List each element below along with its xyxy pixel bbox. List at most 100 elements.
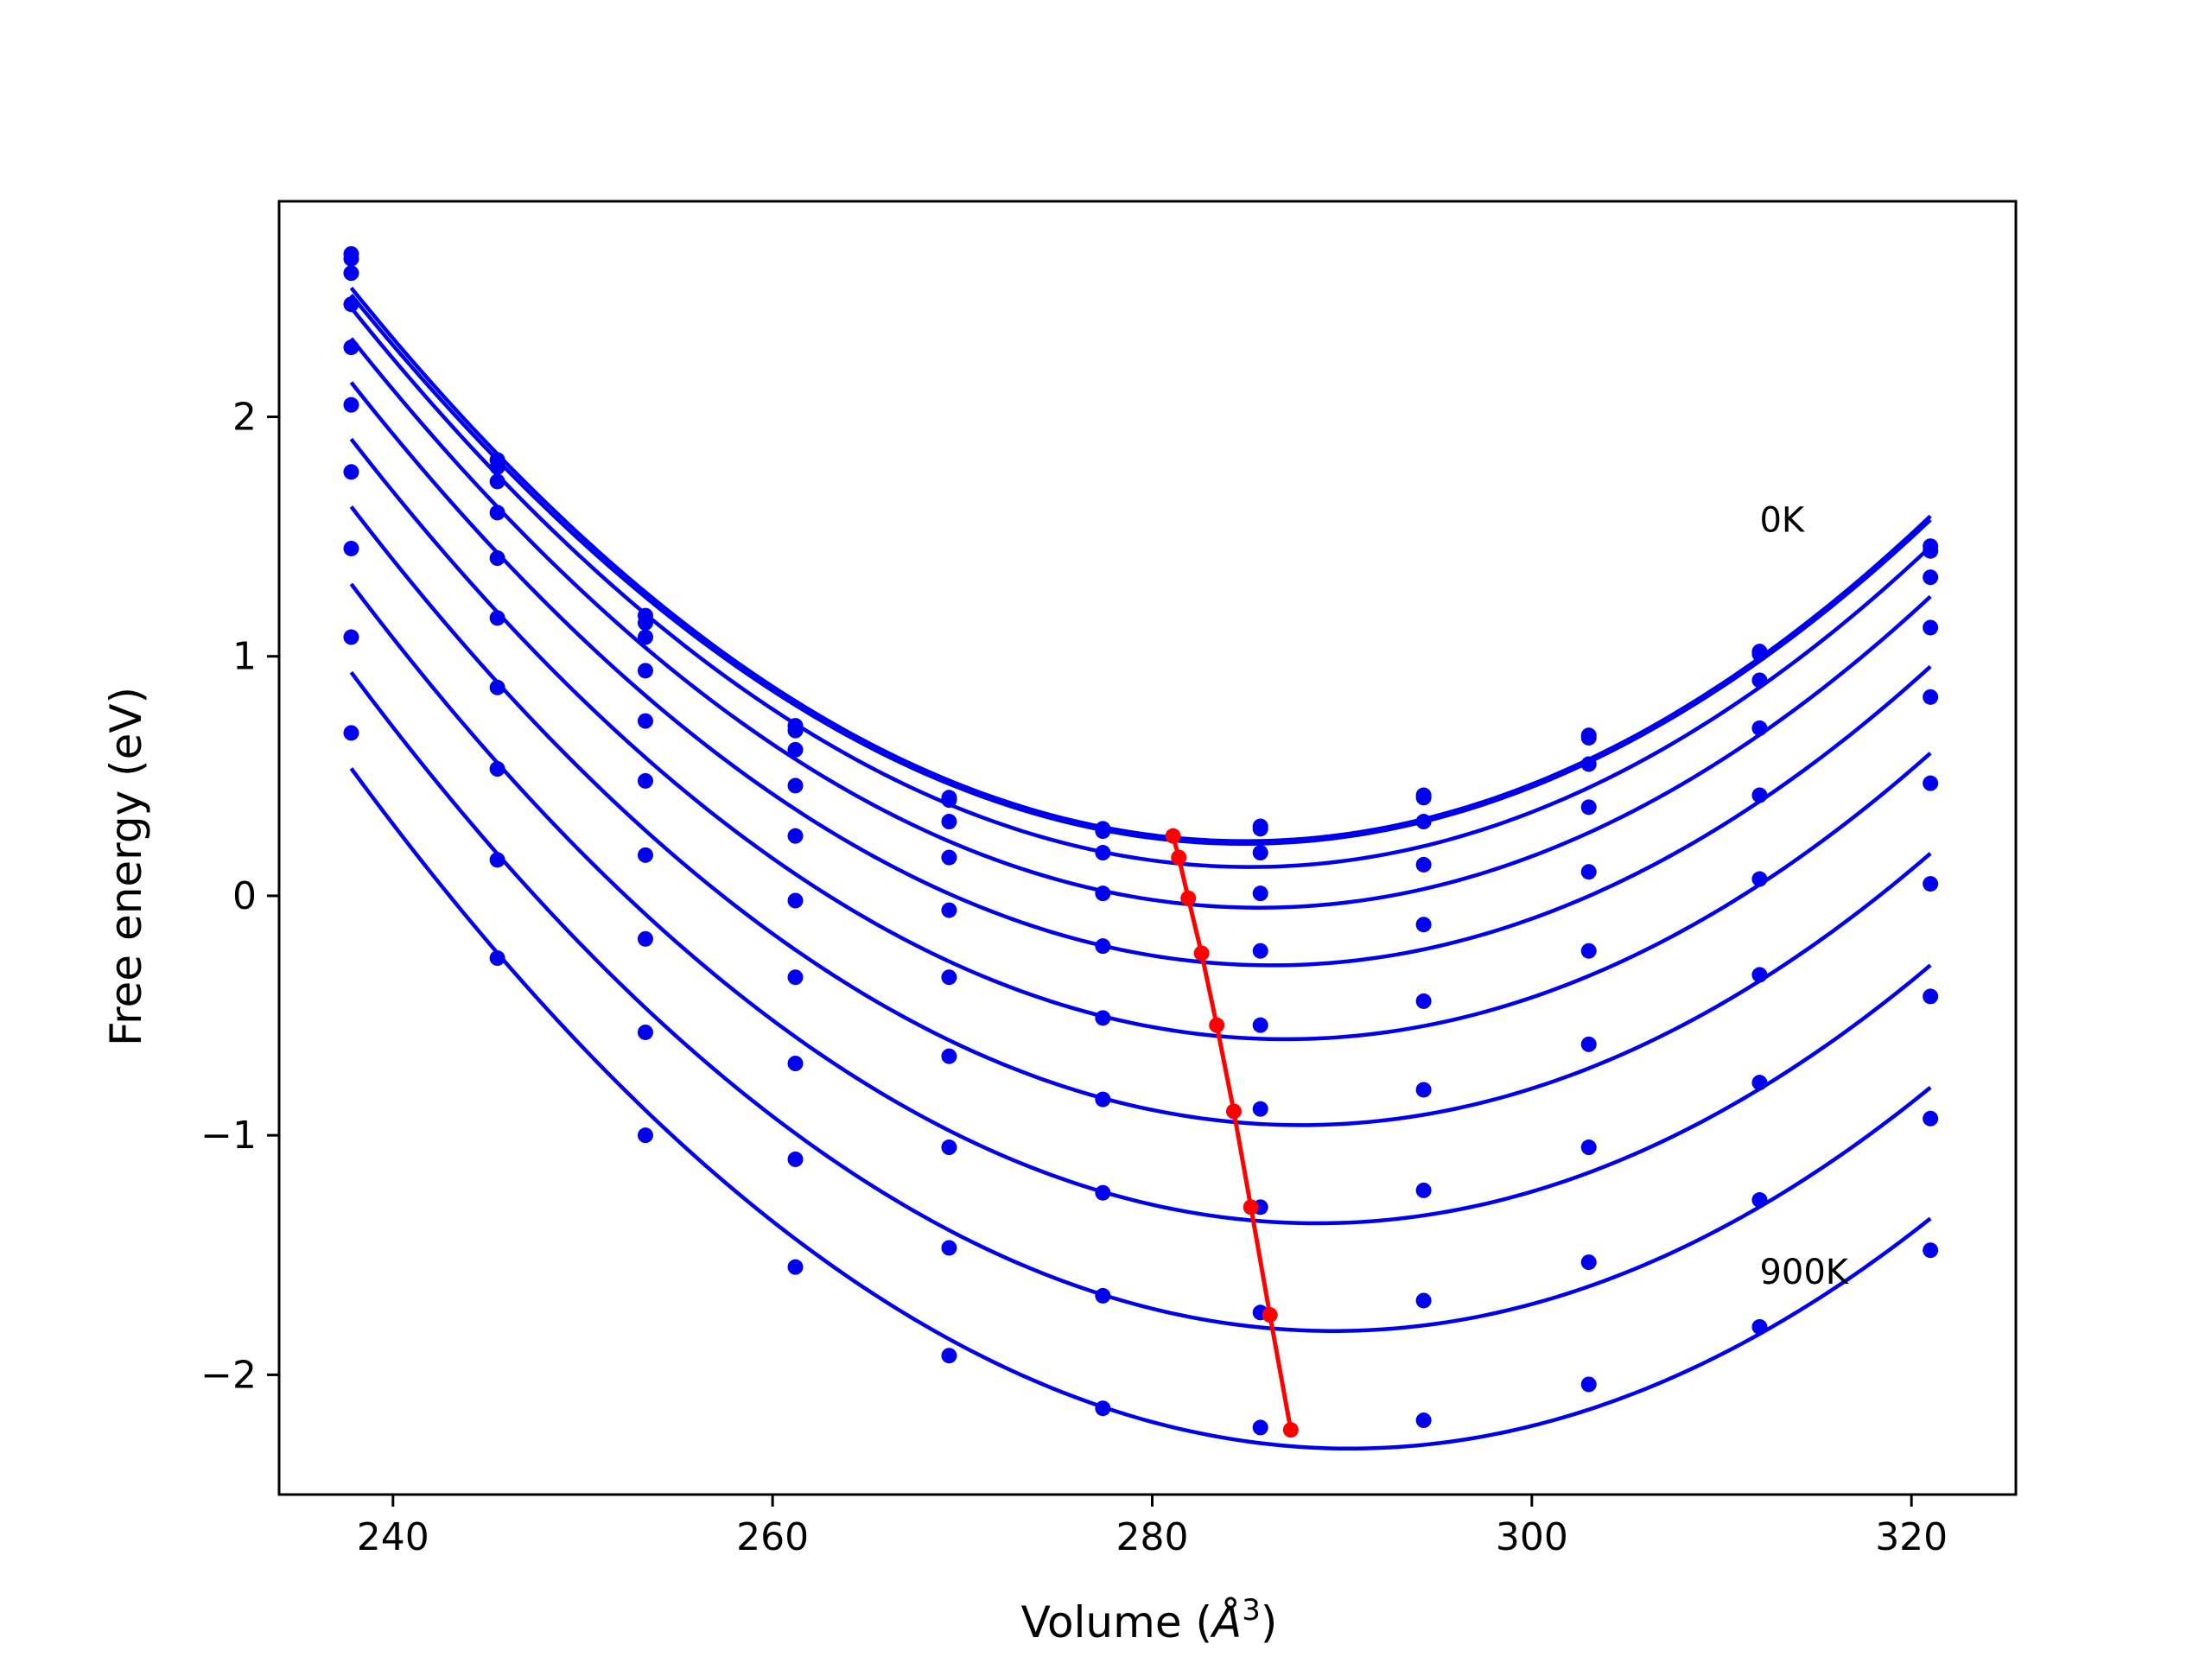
series-5-point-5 xyxy=(1095,1010,1111,1026)
series-7-point-1 xyxy=(489,761,505,778)
series-2-point-0 xyxy=(343,265,359,282)
series-4-point-4 xyxy=(941,902,957,918)
series-7-point-3 xyxy=(787,1056,804,1071)
series-2-point-5 xyxy=(1095,845,1111,861)
series-2-point-6 xyxy=(1252,845,1268,861)
series-3-point-9 xyxy=(1751,720,1768,736)
series-1-line xyxy=(349,294,1932,846)
minima-point-2 xyxy=(1180,890,1197,906)
series-4-point-5 xyxy=(1095,938,1111,955)
y-tick-label-0: −2 xyxy=(200,1353,257,1397)
series-4-point-1 xyxy=(489,550,505,567)
series-5-point-8 xyxy=(1580,943,1597,959)
series-6-point-10 xyxy=(1923,876,1939,892)
series-4-point-0 xyxy=(343,340,359,356)
series-9-point-4 xyxy=(941,1348,957,1364)
series-5-line xyxy=(349,437,1932,1042)
series-2-point-7 xyxy=(1415,814,1432,830)
series-3-point-8 xyxy=(1580,799,1597,816)
x-tick-label-4: 320 xyxy=(1875,1515,1948,1559)
series-4-point-10 xyxy=(1923,689,1939,705)
series-8-point-9 xyxy=(1751,1192,1768,1209)
series-3-point-1 xyxy=(489,505,505,521)
x-axis-label-close: ) xyxy=(1261,1597,1278,1647)
series-6-point-9 xyxy=(1751,967,1768,983)
series-3-line xyxy=(349,337,1932,910)
series-2-point-1 xyxy=(489,473,505,490)
curves-layer xyxy=(343,245,1939,1451)
series-4-point-6 xyxy=(1252,943,1268,959)
series-4-point-2 xyxy=(637,713,653,729)
series-7-point-10 xyxy=(1923,988,1939,1005)
series-6-point-0 xyxy=(343,464,359,480)
series-4-line xyxy=(349,381,1932,968)
series-8-point-2 xyxy=(637,1024,653,1040)
series-7-point-2 xyxy=(637,930,653,947)
series-3-point-2 xyxy=(637,663,653,679)
minima-layer xyxy=(1165,828,1299,1438)
series-9-point-3 xyxy=(787,1259,804,1275)
series-5-point-7 xyxy=(1415,993,1432,1009)
series-5-point-1 xyxy=(489,610,505,626)
series-8-point-1 xyxy=(489,852,505,868)
minima-point-5 xyxy=(1225,1103,1242,1120)
series-9-point-2 xyxy=(637,1127,653,1144)
series-3-point-0 xyxy=(343,296,359,313)
series-2-line xyxy=(349,306,1932,869)
y-tick-label-2: 0 xyxy=(232,874,257,918)
series-7-point-5 xyxy=(1095,1184,1111,1201)
x-tick-label-0: 240 xyxy=(357,1515,429,1559)
series-4-point-9 xyxy=(1751,787,1768,803)
x-tick-label-3: 300 xyxy=(1496,1515,1568,1559)
annotation-1: 900K xyxy=(1759,1253,1849,1292)
series-7 xyxy=(343,540,1939,1226)
series-6-line xyxy=(349,505,1932,1127)
series-8-line xyxy=(349,670,1932,1333)
annotation-0: 0K xyxy=(1759,501,1805,541)
series-9-point-1 xyxy=(489,950,505,967)
series-9-point-10 xyxy=(1923,1242,1939,1259)
series-6-point-8 xyxy=(1580,1036,1597,1052)
series-9-point-8 xyxy=(1580,1376,1597,1393)
series-6-point-1 xyxy=(489,679,505,695)
series-7-line xyxy=(349,582,1932,1226)
series-2-point-3 xyxy=(787,741,804,758)
x-tick-label-1: 260 xyxy=(736,1515,809,1559)
annotations-layer: 0K 900K xyxy=(1759,501,1849,1292)
series-4-point-7 xyxy=(1415,917,1432,933)
series-2-point-2 xyxy=(637,629,653,645)
minima-point-8 xyxy=(1282,1422,1299,1438)
series-1-point-10 xyxy=(1923,543,1939,559)
series-1-point-6 xyxy=(1252,821,1268,837)
x-axis-label-main: Volume ( xyxy=(1021,1597,1212,1647)
series-5 xyxy=(343,397,1939,1042)
series-1-point-7 xyxy=(1415,790,1432,806)
series-6-point-2 xyxy=(637,847,653,863)
series-8-point-5 xyxy=(1095,1287,1111,1304)
series-6-point-4 xyxy=(941,1048,957,1064)
y-tick-label-1: −1 xyxy=(200,1114,257,1158)
series-8 xyxy=(343,629,1939,1333)
series-3-point-10 xyxy=(1923,619,1939,636)
series-4-point-8 xyxy=(1580,864,1597,880)
series-1-point-8 xyxy=(1580,729,1597,746)
series-8-point-7 xyxy=(1415,1292,1432,1309)
series-9-point-5 xyxy=(1095,1400,1111,1417)
series-2-point-10 xyxy=(1923,569,1939,586)
series-7-point-4 xyxy=(941,1139,957,1156)
series-5-point-0 xyxy=(343,397,359,413)
series-8-point-10 xyxy=(1923,1110,1939,1127)
series-2-point-4 xyxy=(941,814,957,830)
series-0-line xyxy=(349,286,1932,843)
series-3 xyxy=(343,296,1939,910)
series-9 xyxy=(343,725,1939,1451)
series-1-point-5 xyxy=(1095,823,1111,840)
series-9-point-6 xyxy=(1252,1419,1268,1436)
series-2-point-8 xyxy=(1580,756,1597,772)
series-5-point-6 xyxy=(1252,1017,1268,1033)
y-axis-ticks: −2 −1 0 1 2 xyxy=(200,396,279,1397)
series-9-line xyxy=(349,767,1932,1451)
series-8-point-0 xyxy=(343,629,359,645)
